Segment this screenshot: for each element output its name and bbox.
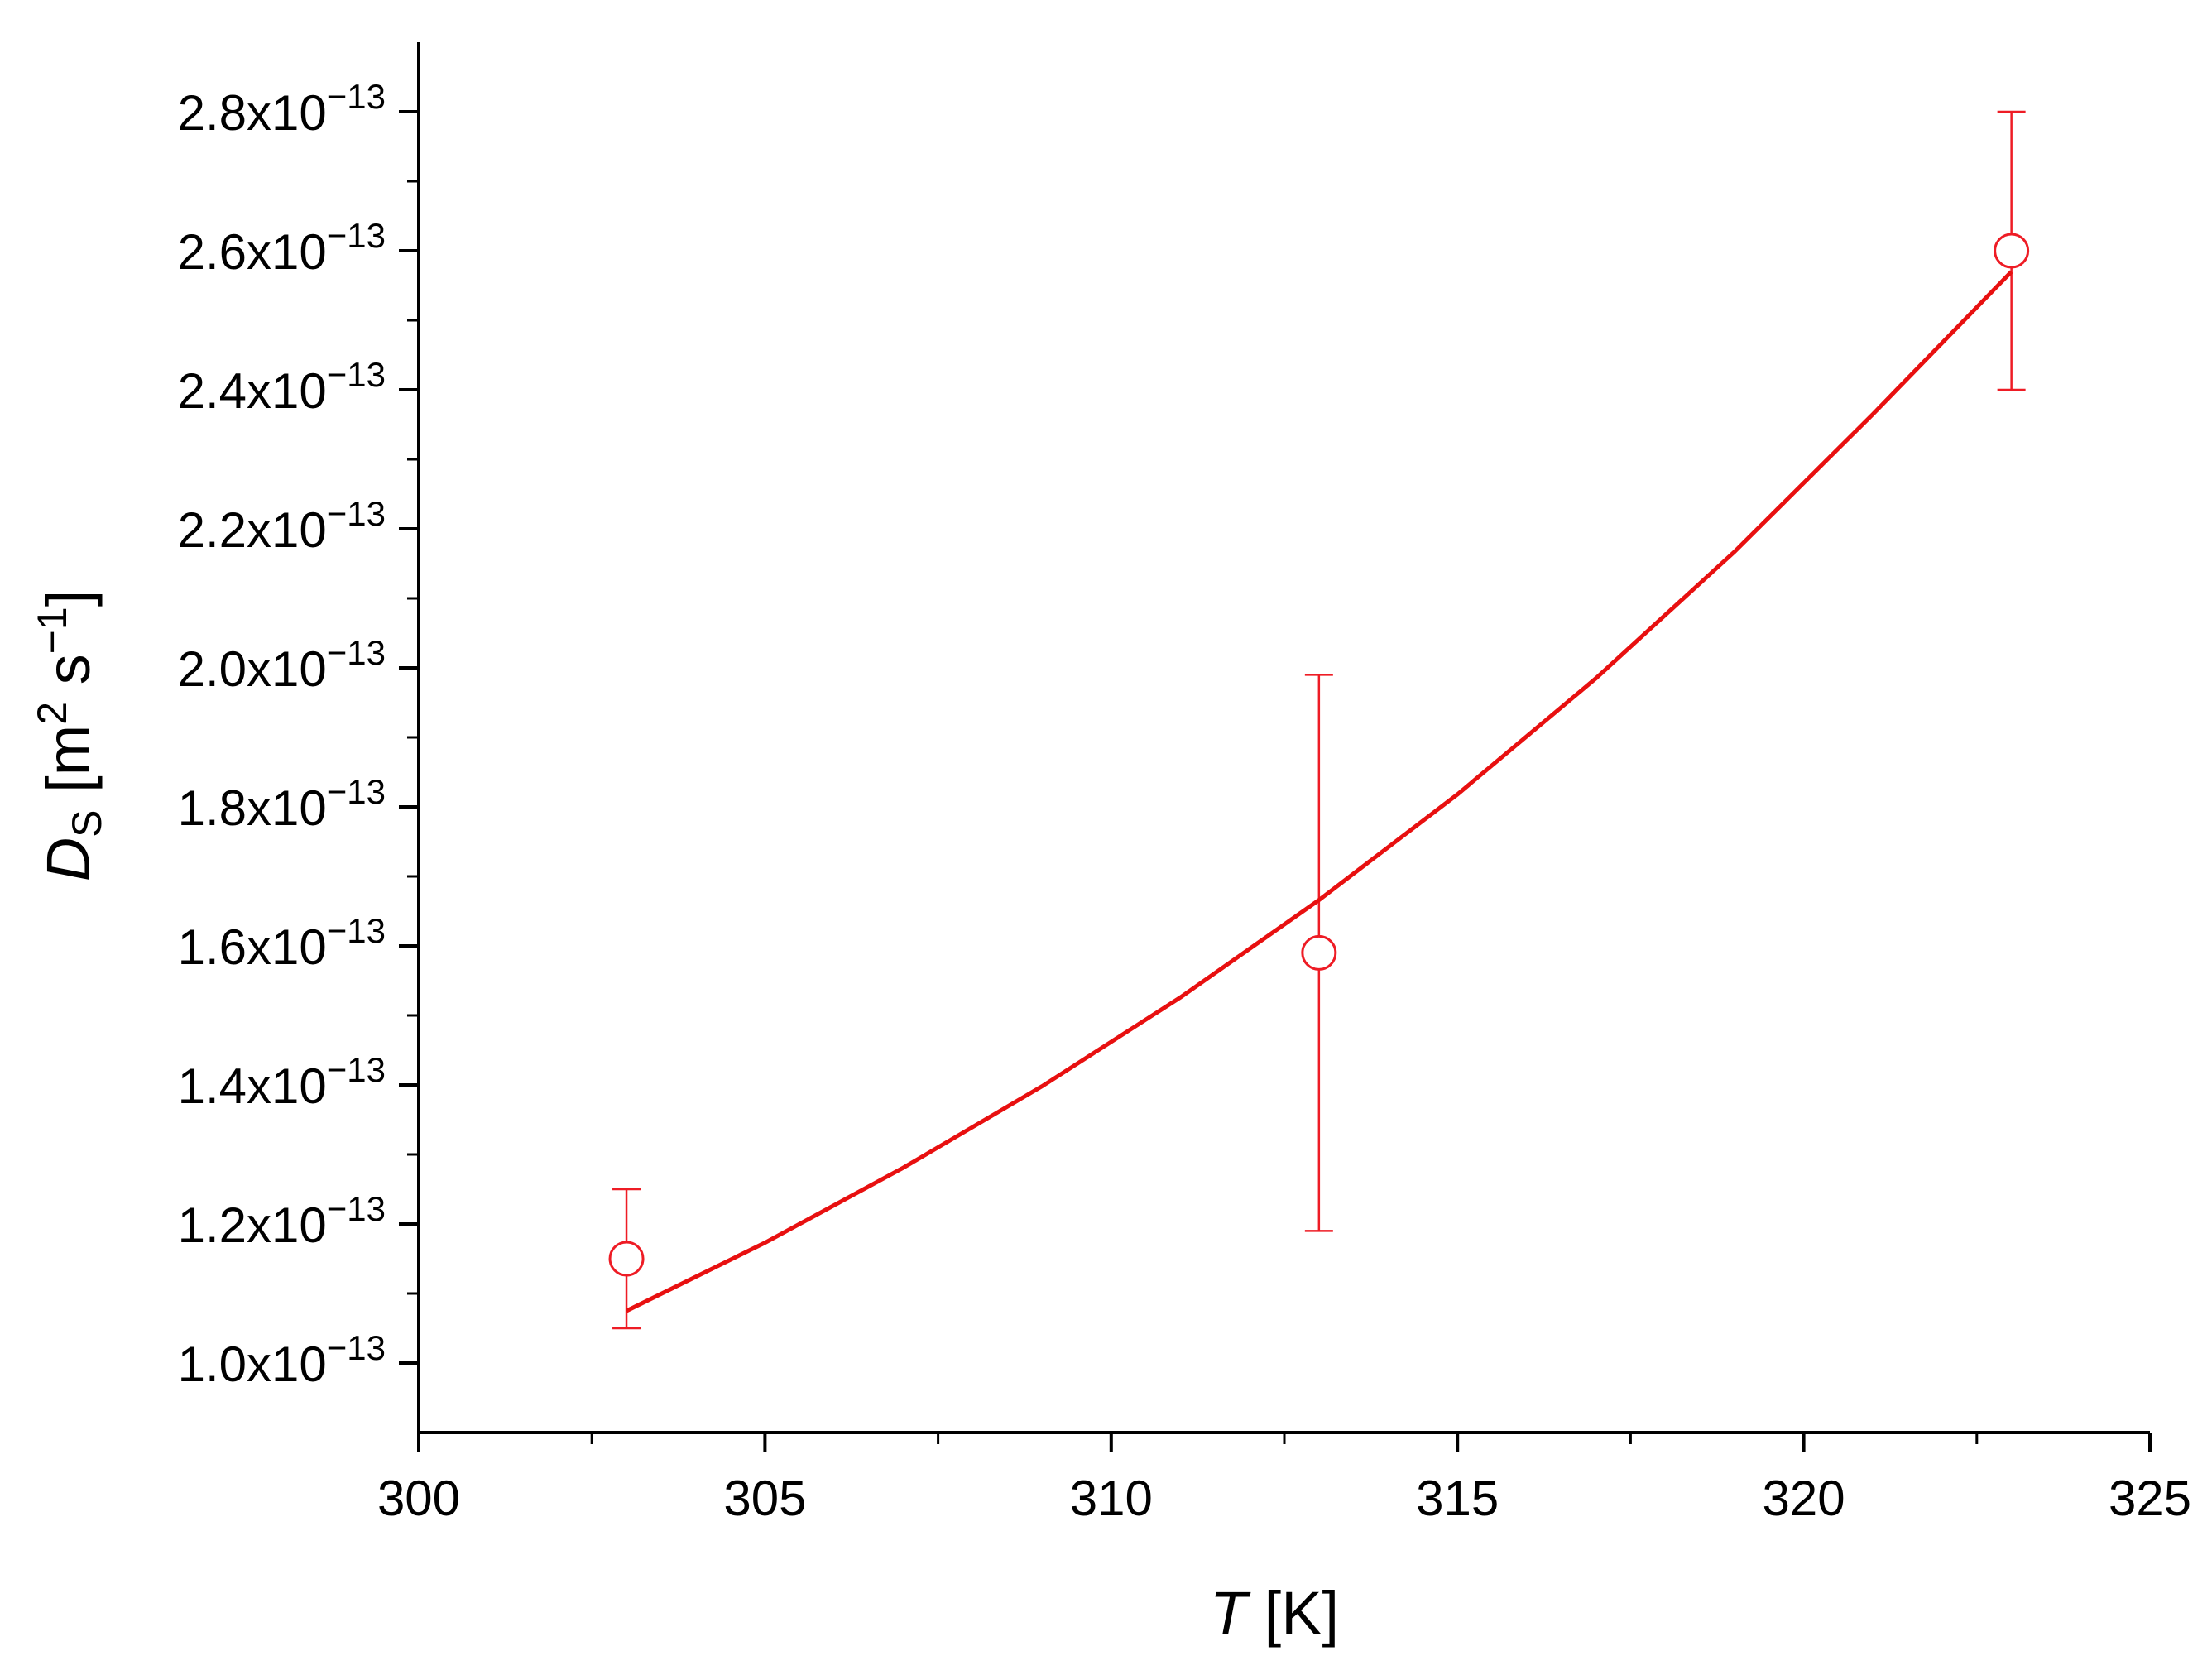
x-axis-unit: [K]: [1247, 1579, 1339, 1648]
y-axis-superscript: −1: [29, 607, 75, 654]
y-tick-exponent: −13: [327, 355, 386, 394]
y-tick-mantissa: 1.2x10: [178, 1197, 327, 1253]
y-tick-exponent: −13: [327, 633, 386, 672]
y-tick-label: 2.8x10−13: [178, 77, 386, 141]
y-axis-unit: s: [34, 654, 103, 702]
y-axis-title: DS [m2 s−1]: [29, 590, 110, 882]
x-tick-label: 310: [1070, 1471, 1153, 1526]
x-tick-label: 325: [2109, 1471, 2191, 1526]
fit-curve: [625, 270, 2013, 1313]
y-tick-mantissa: 2.0x10: [178, 641, 327, 697]
y-tick-label: 1.6x10−13: [178, 911, 386, 975]
y-tick-label: 2.6x10−13: [178, 216, 386, 280]
x-axis-symbol: T: [1210, 1579, 1251, 1648]
y-tick-label: 1.2x10−13: [178, 1189, 386, 1253]
data-point: [1301, 934, 1337, 971]
y-tick-mantissa: 2.8x10: [178, 85, 327, 141]
y-axis-unit: ]: [34, 590, 103, 607]
x-tick-label: 305: [723, 1471, 806, 1526]
x-tick-label: 315: [1416, 1471, 1499, 1526]
y-tick-exponent: −13: [327, 216, 386, 255]
y-tick-mantissa: 2.4x10: [178, 363, 327, 419]
data-point: [608, 1241, 645, 1277]
y-tick-label: 2.2x10−13: [178, 494, 386, 558]
y-tick-exponent: −13: [327, 77, 386, 116]
x-tick-label: 320: [1763, 1471, 1845, 1526]
y-tick-exponent: −13: [327, 772, 386, 811]
y-tick-mantissa: 1.6x10: [178, 919, 327, 975]
y-tick-label: 2.4x10−13: [178, 355, 386, 419]
y-tick-exponent: −13: [327, 911, 386, 950]
data-point: [1994, 233, 2030, 269]
y-tick-exponent: −13: [327, 494, 386, 533]
x-tick-label: 300: [377, 1471, 460, 1526]
y-tick-mantissa: 1.0x10: [178, 1337, 327, 1392]
y-axis-subscript: S: [64, 809, 110, 837]
y-axis-symbol: D: [34, 838, 103, 881]
y-tick-exponent: −13: [327, 1050, 386, 1089]
y-axis-superscript: 2: [29, 702, 75, 725]
y-axis-unit: [m: [34, 725, 103, 810]
y-tick-exponent: −13: [327, 1189, 386, 1228]
y-tick-mantissa: 2.2x10: [178, 502, 327, 558]
y-tick-label: 1.4x10−13: [178, 1050, 386, 1114]
x-axis-title: T [K]: [1210, 1579, 1339, 1648]
y-tick-label: 1.0x10−13: [178, 1328, 386, 1392]
y-tick-mantissa: 1.4x10: [178, 1058, 327, 1114]
y-tick-label: 2.0x10−13: [178, 633, 386, 697]
y-tick-label: 1.8x10−13: [178, 772, 386, 836]
y-tick-exponent: −13: [327, 1328, 386, 1367]
y-tick-mantissa: 1.8x10: [178, 780, 327, 836]
y-tick-mantissa: 2.6x10: [178, 224, 327, 280]
